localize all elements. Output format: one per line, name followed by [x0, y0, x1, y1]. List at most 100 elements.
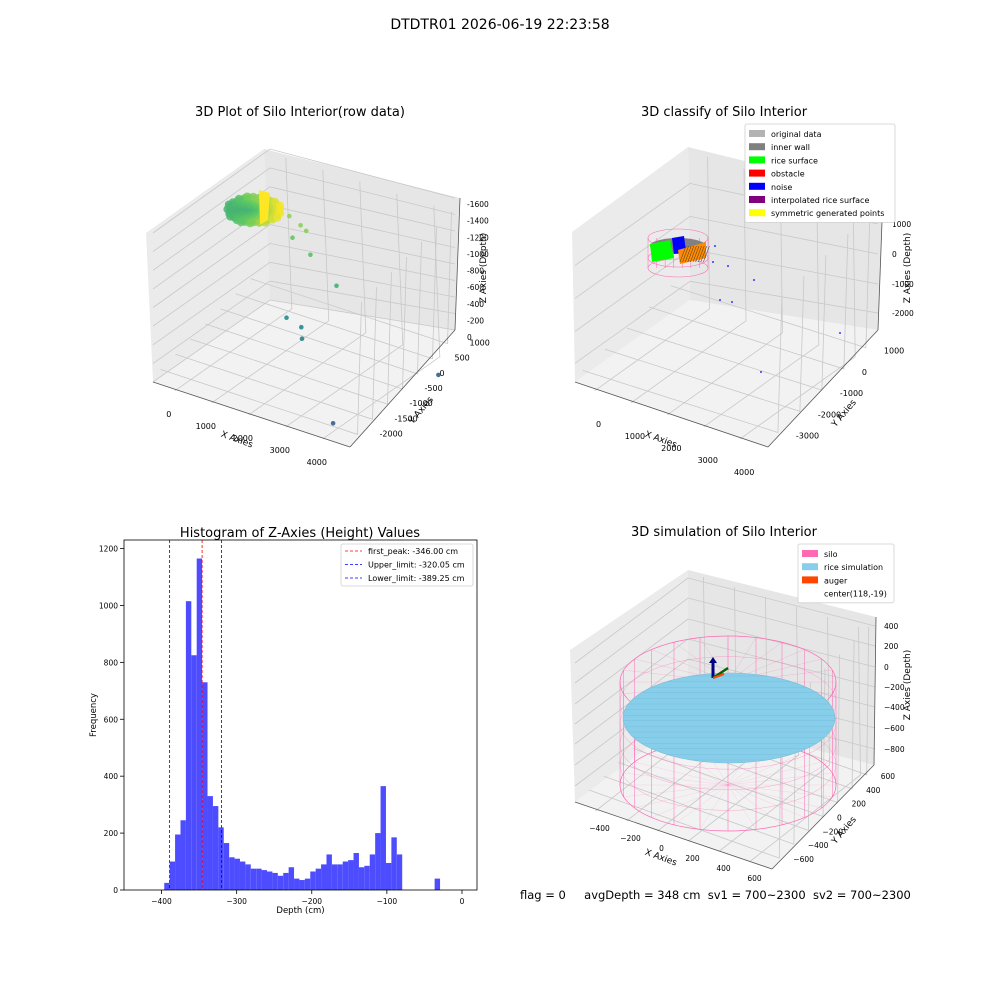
legend-label: Upper_limit: -320.05 cm	[368, 561, 465, 570]
y-tick-label: 0	[440, 369, 445, 378]
bar	[310, 871, 316, 890]
grid-line	[152, 280, 456, 364]
legend-label: rice simulation	[824, 563, 883, 572]
legend-frame	[797, 543, 895, 604]
y-axis-line	[767, 329, 879, 448]
rice-surface-points	[650, 240, 674, 262]
floor-pane	[153, 300, 455, 447]
legend-swatch	[749, 182, 765, 190]
y-tick-label: 800	[104, 658, 119, 667]
y-axis-label: Frequency	[89, 693, 99, 737]
chart-title: 3D Plot of Silo Interior(row data)	[195, 105, 405, 120]
hatch	[679, 245, 687, 263]
bar	[229, 857, 235, 890]
data-point	[290, 235, 295, 240]
point	[276, 201, 285, 210]
z-tick-label: 0	[467, 333, 472, 342]
bar	[364, 865, 370, 890]
x-tick-label: 0	[596, 420, 601, 429]
z-axis-label: Z Axies (Depth)	[903, 233, 913, 304]
y-tick-label: 400	[104, 772, 119, 781]
bar	[223, 843, 230, 890]
bar	[396, 854, 403, 890]
y-tick-label: 200	[104, 829, 119, 838]
bar	[358, 867, 365, 890]
noise-point	[719, 299, 721, 301]
data-point	[334, 283, 339, 289]
point	[246, 219, 254, 228]
bar	[288, 867, 295, 890]
legend-label: symmetric generated points	[771, 209, 884, 218]
x-tick-label: 0	[659, 844, 664, 853]
hatch	[700, 245, 708, 263]
point	[243, 192, 252, 201]
bar	[434, 878, 441, 890]
silo-spoke	[727, 784, 822, 809]
grid-line	[174, 157, 293, 392]
y-tick-label: -1500	[395, 414, 418, 423]
grid-line	[160, 302, 362, 435]
hatch	[684, 245, 692, 263]
grid-line	[250, 211, 452, 345]
point	[234, 194, 243, 203]
silo-spoke	[651, 784, 729, 818]
z-tick-label: −200	[884, 683, 905, 692]
data-point	[436, 372, 441, 378]
z-tick-label: -400	[467, 300, 484, 309]
grid-line	[589, 710, 782, 859]
hatch	[695, 245, 702, 263]
bar	[321, 864, 327, 890]
legend-label: auger	[824, 576, 848, 585]
bar	[353, 853, 359, 890]
bar	[304, 878, 311, 890]
data-point	[308, 252, 313, 258]
x-axis-line	[574, 801, 773, 870]
bar	[326, 854, 332, 890]
bar	[175, 834, 181, 890]
rice-simulation-surface	[622, 672, 836, 764]
legend-label: first_peak: -346.00 cm	[368, 547, 458, 556]
z-axis-label: Z Axies (Depth)	[903, 650, 913, 721]
silo-spoke	[727, 772, 833, 786]
axes-3d: 0 1000 2000 3000 4000 -3000 -2000 -1000 0 1000 -20…	[572, 147, 914, 477]
y-tick-label: 600	[881, 772, 896, 781]
bar	[164, 882, 170, 890]
bar	[218, 827, 224, 890]
bar	[391, 837, 397, 890]
chart-raw-3d: 3D Plot of Silo Interior(row data)010002…	[146, 105, 490, 467]
hatch	[703, 245, 710, 263]
panel-histogram: Histogram of Z-Axies (Height) Values −400…	[0, 500, 500, 1004]
silo-spoke	[727, 752, 805, 786]
bar	[267, 871, 273, 890]
x-tick-label: 2000	[233, 434, 253, 443]
legend-label: interpolated rice surface	[771, 196, 869, 205]
y-tick-label: 600	[104, 715, 119, 724]
grid-line	[604, 276, 805, 412]
grid-line	[670, 212, 871, 349]
data-point	[298, 223, 303, 228]
bar	[315, 868, 322, 890]
z-tick-label: -1400	[467, 217, 489, 226]
y-tick-label: 500	[455, 354, 470, 363]
x-tick-label: −100	[377, 897, 398, 906]
grid-line	[152, 224, 456, 308]
z-tick-label: −800	[884, 745, 905, 754]
legend-swatch	[802, 576, 818, 584]
x-tick-label: 0	[166, 410, 171, 419]
grid-line	[211, 169, 330, 404]
flag-text: flag = 0	[520, 888, 566, 902]
silo-spoke	[727, 784, 783, 825]
legend-swatch	[749, 156, 765, 164]
data-point	[303, 228, 309, 234]
chart-title: Histogram of Z-Axies (Height) Values	[180, 526, 420, 541]
bar	[256, 868, 262, 890]
silo-spoke	[727, 784, 833, 798]
silo-classification	[647, 228, 710, 278]
y-tick-label: −200	[822, 827, 843, 836]
x-axis-line	[574, 381, 769, 448]
noise-point	[760, 371, 762, 373]
bar	[169, 861, 176, 890]
bar	[250, 868, 257, 890]
legend: first_peak: -346.00 cm Upper_limit: -320.…	[340, 543, 474, 587]
grid-line	[574, 577, 876, 664]
